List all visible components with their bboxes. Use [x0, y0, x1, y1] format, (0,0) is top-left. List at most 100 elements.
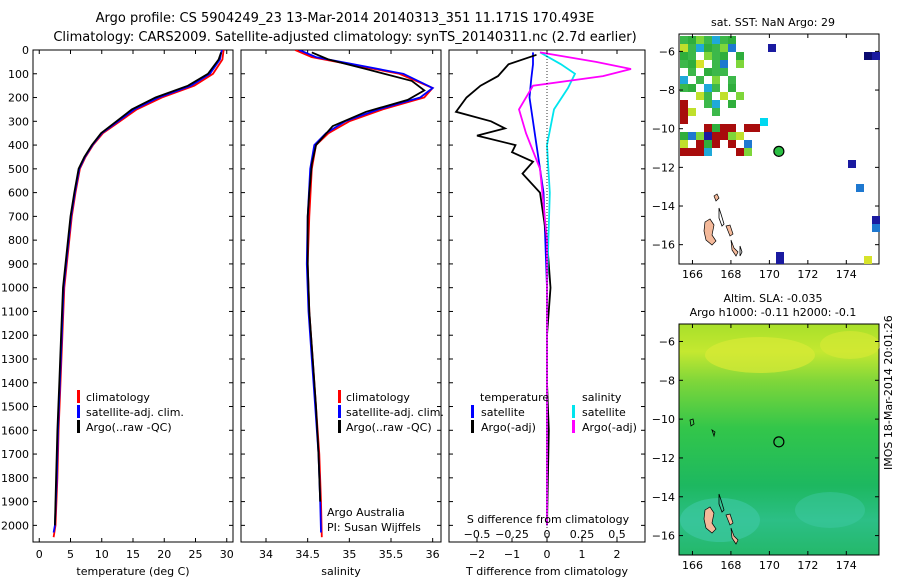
sst-cell: [680, 84, 688, 92]
legend-swatch-satellite-adj: [338, 405, 341, 418]
y-tick-label: 1700: [1, 448, 29, 461]
sst-cell: [720, 52, 728, 60]
sst-cell: [696, 132, 704, 140]
sst-cell: [728, 100, 736, 108]
sla-map-islands: [689, 418, 739, 545]
legend-title-salinity: salinity: [582, 391, 622, 404]
series-line-temperature-argo-adj-: [454, 53, 552, 526]
argo-position-marker: [773, 145, 785, 157]
series-line-argo-raw-qc-: [54, 52, 222, 526]
sst-cell: [704, 148, 712, 156]
map-y-tick-label: −8: [659, 84, 675, 97]
y-tick-label: 1300: [1, 353, 29, 366]
x-tick-label: 36: [426, 548, 440, 561]
map-y-tick-label: −12: [652, 161, 675, 174]
x2-tick-label: 0: [544, 528, 551, 541]
map-x-tick-label: 170: [759, 559, 780, 572]
x-tick-label: 30: [220, 548, 234, 561]
x-tick-label: 20: [157, 548, 171, 561]
y-tick-label: 900: [8, 258, 29, 271]
legend-label-salinity-argo: Argo(-adj): [582, 421, 637, 434]
sst-cell: [688, 108, 696, 116]
sst-cell: [712, 36, 720, 44]
sst-cell: [720, 68, 728, 76]
y-tick-label: 1200: [1, 329, 29, 342]
sst-cell: [712, 44, 720, 52]
y-tick-label: 700: [8, 210, 29, 223]
sst-cell: [872, 52, 880, 60]
x2-tick-label: −0.25: [495, 528, 529, 541]
map-y-tick-label: −6: [659, 45, 675, 58]
x-tick-label: 35.5: [379, 548, 404, 561]
sst-cell: [728, 44, 736, 52]
legend-label-climatology: climatology: [346, 391, 410, 404]
legend-swatch-salinity-satellite: [572, 405, 575, 418]
s-difference-xlabel: S difference from climatology: [467, 513, 630, 526]
sla-map-subtitle: Argo h1000: -0.11 h2000: -0.1: [690, 306, 857, 319]
sst-cell: [704, 44, 712, 52]
legend-swatch-climatology: [338, 390, 341, 403]
sst-cell: [728, 36, 736, 44]
sla-map-axes: 166 168 170 172 174 −6 −8 −10 −12 −14 −16: [652, 324, 879, 572]
map-x-tick-label: 172: [797, 268, 818, 281]
sla-high-patch: [705, 337, 815, 373]
sst-cell: [696, 140, 704, 148]
header-line1: Argo profile: CS 5904249_23 13-Mar-2014 …: [96, 11, 595, 26]
sst-cell: [688, 148, 696, 156]
salinity-plot-frame: [240, 49, 442, 543]
map-y-tick-label: −8: [659, 374, 675, 387]
y-tick-label: 2000: [1, 519, 29, 532]
sst-cell: [688, 36, 696, 44]
legend-swatch-climatology: [77, 390, 80, 403]
sst-cell: [696, 44, 704, 52]
x-tick-label: −2: [469, 548, 485, 561]
salinity-legend: climatology satellite-adj. clim. Argo(..…: [338, 390, 444, 434]
temperature-series: [52, 50, 225, 538]
map-y-tick-label: −16: [652, 530, 675, 543]
series-line-salinity-satellite: [539, 51, 577, 526]
sst-cell: [728, 132, 736, 140]
y-tick-label: 1400: [1, 377, 29, 390]
sst-cell: [680, 108, 688, 116]
legend-label-climatology: climatology: [86, 391, 150, 404]
sla-map-title: Altim. SLA: -0.035: [723, 292, 822, 305]
annotation-pi: PI: Susan Wijffels: [327, 521, 421, 534]
x-tick-label: 35: [342, 548, 356, 561]
legend-swatch-satellite-adj: [77, 405, 80, 418]
sst-cell: [736, 148, 744, 156]
sst-cell: [704, 92, 712, 100]
map-x-tick-label: 172: [797, 559, 818, 572]
sst-cell: [704, 68, 712, 76]
x-tick-label: 34: [259, 548, 273, 561]
sst-cell: [704, 132, 712, 140]
sst-cell: [744, 124, 752, 132]
legend-label-satellite-adj: satellite-adj. clim.: [346, 406, 444, 419]
sst-cell: [680, 44, 688, 52]
sst-cell: [680, 132, 688, 140]
y-tick-label: 100: [8, 68, 29, 81]
sst-cell: [744, 140, 752, 148]
y-tick-label: 800: [8, 234, 29, 247]
sst-map-title: sat. SST: NaN Argo: 29: [711, 16, 835, 29]
series-line-climatology: [294, 50, 435, 538]
sst-cell: [704, 100, 712, 108]
legend-label-temperature-argo: Argo(-adj): [481, 421, 536, 434]
timestamp-watermark: IMOS 18-Mar-2014 20:01:26: [882, 315, 895, 470]
legend-label-temperature-satellite: satellite: [481, 406, 525, 419]
sst-cell: [696, 36, 704, 44]
sst-cell: [680, 36, 688, 44]
sst-cell: [712, 60, 720, 68]
map-y-tick-label: −14: [652, 200, 675, 213]
island-shape: [711, 429, 716, 438]
island-shape: [725, 513, 734, 526]
sst-cell: [720, 44, 728, 52]
map-y-tick-label: −14: [652, 491, 675, 504]
difference-xlabel: T difference from climatology: [465, 565, 628, 578]
y-tick-label: 0: [22, 44, 29, 57]
series-line-climatology: [52, 50, 225, 538]
sst-cell: [680, 116, 688, 124]
sst-cell: [688, 132, 696, 140]
difference-series: [454, 51, 632, 526]
map-y-tick-label: −16: [652, 239, 675, 252]
